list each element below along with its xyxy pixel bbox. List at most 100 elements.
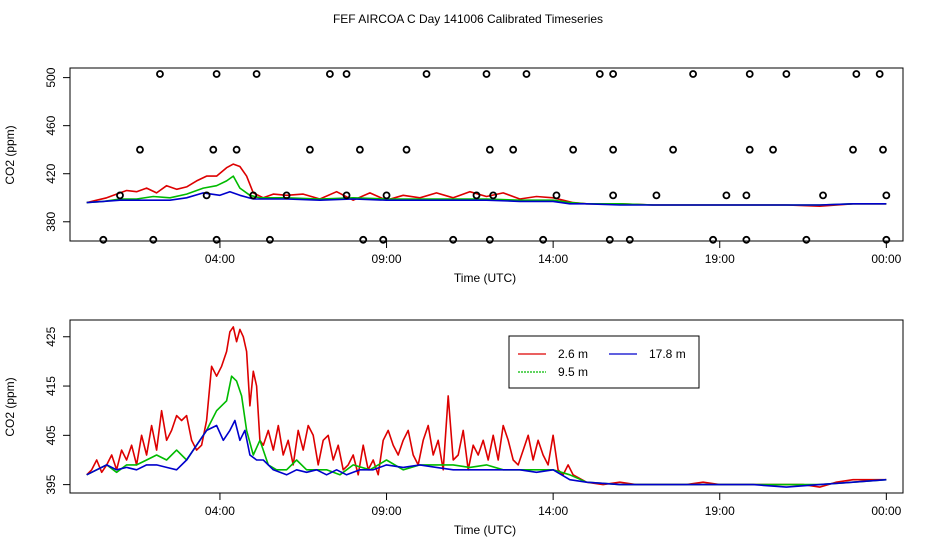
bottom-y-axis-label: CO2 (ppm) — [3, 377, 17, 436]
legend-label-17.8m: 17.8 m — [649, 347, 686, 361]
calibration-point — [485, 145, 494, 154]
top-x-tick-label: 00:00 — [871, 252, 901, 266]
calibration-point — [282, 191, 291, 200]
top-y-axis-label: CO2 (ppm) — [3, 125, 17, 184]
calibration-point — [769, 145, 777, 154]
bot-y-tick-label: 425 — [44, 326, 58, 346]
calibration-point — [359, 235, 368, 244]
top-series-group — [86, 163, 887, 207]
calibration-point — [99, 235, 108, 244]
calibration-point — [149, 235, 158, 244]
calibration-point — [249, 191, 258, 200]
calibration-point — [209, 145, 218, 154]
calibration-point — [609, 70, 618, 78]
top-x-tick-label: 19:00 — [705, 252, 735, 266]
top-y-tick-label: 380 — [44, 211, 58, 231]
top-x-axis-label: Time (UTC) — [454, 271, 516, 285]
calibration-point — [652, 191, 661, 200]
legend-label-9.5m: 9.5 m — [558, 365, 588, 379]
top-x-tick-label: 09:00 — [372, 252, 402, 266]
calibration-point — [882, 191, 891, 200]
calibration-point — [669, 145, 677, 154]
legend-box — [508, 335, 700, 389]
bot-y-tick-label: 395 — [44, 474, 58, 494]
calibration-point — [569, 145, 578, 154]
calibration-point — [252, 70, 261, 78]
bot-y-tick-label: 415 — [44, 376, 58, 396]
calibration-point — [722, 191, 731, 200]
calibration-point — [849, 145, 857, 154]
calibration-point — [802, 235, 811, 244]
calibration-point — [266, 235, 274, 244]
calibration-point — [355, 145, 364, 154]
top-y-tick-label: 420 — [44, 163, 58, 183]
top-series-17.8m — [86, 190, 887, 206]
calibration-point — [609, 145, 618, 154]
calibration-point — [522, 70, 531, 78]
bottom-x-axis: 04:00 09:00 14:00 19:00 00:00 — [205, 492, 902, 518]
top-y-tick-label: 460 — [44, 115, 58, 135]
calibration-point — [156, 70, 164, 78]
bottom-series-group — [86, 326, 887, 488]
calibration-point — [325, 70, 334, 78]
calibration-point — [489, 191, 498, 200]
bot-x-tick-label: 19:00 — [705, 504, 735, 518]
calibration-point — [382, 191, 391, 200]
calibration-point — [605, 235, 614, 244]
calibration-point — [742, 235, 751, 244]
calibration-point — [745, 145, 754, 154]
calibration-point — [819, 191, 827, 200]
calibration-point — [742, 191, 751, 200]
calibration-point — [379, 235, 388, 244]
top-x-tick-label: 04:00 — [205, 252, 235, 266]
calibration-point — [745, 70, 754, 78]
calibration-point — [782, 70, 791, 78]
calibration-point — [212, 235, 221, 244]
calibration-point — [422, 70, 431, 78]
calibration-point — [306, 145, 314, 154]
bot-series-2.6m — [86, 326, 887, 488]
bot-x-tick-label: 14:00 — [538, 504, 568, 518]
chart-title: FEF AIRCOA C Day 141006 Calibrated Times… — [333, 12, 603, 26]
calibration-point — [539, 235, 548, 244]
bot-x-tick-label: 04:00 — [205, 504, 235, 518]
calibration-point — [202, 191, 211, 200]
top-panel: 04:00 09:00 14:00 19:00 00:00 380 420 460 500 T… — [3, 67, 904, 285]
calibration-point — [342, 70, 351, 78]
top-y-tick-label: 500 — [44, 67, 58, 87]
calibration-point — [342, 191, 351, 200]
calibration-point — [232, 145, 241, 154]
calibration-point — [449, 235, 458, 244]
calibration-point — [852, 70, 861, 78]
legend-label-2.6m: 2.6 m — [558, 347, 588, 361]
bot-y-tick-label: 405 — [44, 425, 58, 445]
calibration-point — [116, 191, 124, 200]
bottom-plot-frame — [69, 319, 904, 494]
calibration-point — [509, 145, 518, 154]
bot-x-tick-label: 00:00 — [871, 504, 901, 518]
calibration-point — [485, 235, 494, 244]
calibration-point — [879, 145, 887, 154]
calibration-point — [875, 70, 884, 78]
calibration-point — [709, 235, 717, 244]
calibration-point — [609, 191, 618, 200]
top-x-axis: 04:00 09:00 14:00 19:00 00:00 — [205, 240, 902, 266]
top-plot-frame — [69, 67, 904, 242]
calibration-point — [482, 70, 491, 78]
calibration-point — [689, 70, 697, 78]
calibration-point — [882, 235, 891, 244]
calibration-point — [136, 145, 144, 154]
bottom-panel: 04:00 09:00 14:00 19:00 00:00 395 405 415 425 T… — [3, 319, 904, 537]
bot-series-17.8m — [86, 419, 887, 488]
top-y-axis: 380 420 460 500 — [44, 67, 71, 232]
calibration-point — [552, 191, 561, 200]
calibration-point — [625, 235, 634, 244]
calibration-point — [595, 70, 604, 78]
calibration-point — [212, 70, 221, 78]
top-x-tick-label: 14:00 — [538, 252, 568, 266]
calibration-point — [402, 145, 411, 154]
bottom-y-axis: 395 405 415 425 — [44, 326, 71, 495]
bottom-x-axis-label: Time (UTC) — [454, 523, 516, 537]
legend: 2.6 m 17.8 m 9.5 m — [508, 335, 700, 389]
